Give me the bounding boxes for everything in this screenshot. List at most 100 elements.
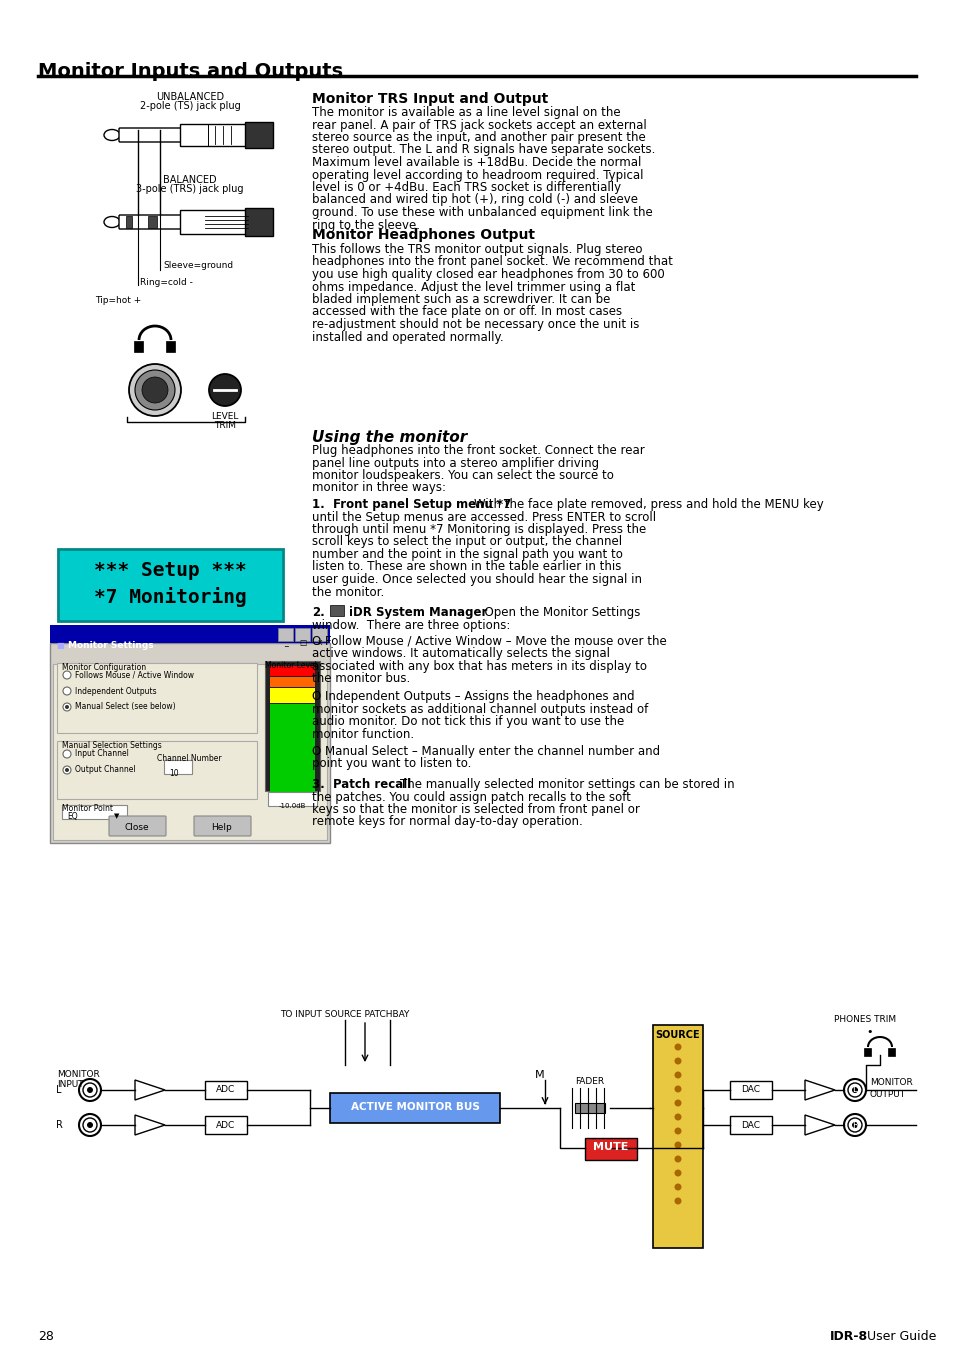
Text: L: L [56, 1085, 61, 1096]
Text: operating level according to headroom required. Typical: operating level according to headroom re… [312, 169, 643, 181]
Circle shape [63, 671, 71, 680]
Text: scroll keys to select the input or output, the channel: scroll keys to select the input or outpu… [312, 535, 621, 549]
Text: the monitor.: the monitor. [312, 585, 384, 598]
Text: Monitor Headphones Output: Monitor Headphones Output [312, 228, 535, 242]
Circle shape [674, 1058, 680, 1065]
Text: ACTIVE MONITOR BUS: ACTIVE MONITOR BUS [350, 1102, 479, 1112]
Text: *7 Monitoring: *7 Monitoring [93, 586, 246, 607]
Text: L: L [852, 1085, 857, 1094]
Text: through until menu *7 Monitoring is displayed. Press the: through until menu *7 Monitoring is disp… [312, 523, 645, 536]
Text: number and the point in the signal path you want to: number and the point in the signal path … [312, 549, 622, 561]
Polygon shape [804, 1079, 834, 1100]
Text: Output Channel: Output Channel [75, 766, 135, 774]
Bar [294, 628, 310, 640]
Text: This follows the TRS monitor output signals. Plug stereo: This follows the TRS monitor output sign… [312, 243, 641, 255]
Text: With the face plate removed, press and hold the MENU key: With the face plate removed, press and h… [474, 499, 822, 511]
Bar [575, 1102, 604, 1112]
Text: active windows. It automatically selects the signal: active windows. It automatically selects… [312, 647, 609, 661]
Text: IDR-8: IDR-8 [829, 1329, 867, 1343]
Bar [729, 1081, 771, 1098]
Bar [270, 677, 314, 688]
Text: ground. To use these with unbalanced equipment link the: ground. To use these with unbalanced equ… [312, 205, 652, 219]
FancyBboxPatch shape [109, 816, 166, 836]
Circle shape [63, 750, 71, 758]
Text: TRIM: TRIM [213, 422, 235, 430]
Circle shape [674, 1128, 680, 1135]
Circle shape [674, 1142, 680, 1148]
Text: OUTPUT: OUTPUT [869, 1090, 905, 1098]
Text: monitor sockets as additional channel outputs instead of: monitor sockets as additional channel ou… [312, 703, 648, 716]
Text: installed and operated normally.: installed and operated normally. [312, 331, 503, 343]
Bar [270, 666, 314, 676]
Circle shape [674, 1197, 680, 1205]
Text: UNBALANCED: UNBALANCED [155, 92, 224, 101]
Polygon shape [135, 1079, 165, 1100]
Text: Tip=hot +: Tip=hot + [95, 296, 141, 305]
Text: monitor function.: monitor function. [312, 727, 414, 740]
Text: balanced and wired tip hot (+), ring cold (-) and sleeve: balanced and wired tip hot (+), ring col… [312, 193, 638, 207]
Bar [887, 1048, 894, 1056]
Circle shape [83, 1084, 97, 1097]
Text: INPUT: INPUT [57, 1079, 84, 1089]
Text: _: _ [284, 638, 288, 647]
Bar [126, 216, 132, 228]
Text: 28: 28 [38, 1329, 53, 1343]
FancyBboxPatch shape [57, 663, 256, 734]
Text: PHONES TRIM: PHONES TRIM [833, 1015, 895, 1024]
Bar [50, 643, 330, 843]
Text: 1.  Front panel Setup menu *7: 1. Front panel Setup menu *7 [312, 499, 511, 511]
Circle shape [674, 1085, 680, 1093]
Text: O Follow Mouse / Active Window – Move the mouse over the: O Follow Mouse / Active Window – Move th… [312, 635, 666, 648]
Text: Using the monitor: Using the monitor [312, 430, 467, 444]
Text: accessed with the face plate on or off. In most cases: accessed with the face plate on or off. … [312, 305, 621, 319]
Circle shape [674, 1100, 680, 1106]
Text: 3.  Patch recall: 3. Patch recall [312, 778, 411, 790]
Circle shape [674, 1155, 680, 1162]
Bar [270, 704, 314, 798]
Text: Help: Help [212, 823, 233, 831]
Circle shape [87, 1088, 92, 1093]
Circle shape [674, 1113, 680, 1120]
Text: Manual Select (see below): Manual Select (see below) [75, 703, 175, 712]
Text: DAC: DAC [740, 1120, 760, 1129]
Circle shape [63, 688, 71, 694]
Text: bladed implement such as a screwdriver. It can be: bladed implement such as a screwdriver. … [312, 293, 610, 305]
Text: iDR System Manager: iDR System Manager [349, 607, 487, 619]
Text: level is 0 or +4dBu. Each TRS socket is differentially: level is 0 or +4dBu. Each TRS socket is … [312, 181, 620, 195]
FancyBboxPatch shape [193, 816, 251, 836]
Text: ADC: ADC [216, 1085, 235, 1094]
Circle shape [674, 1170, 680, 1177]
Text: R: R [851, 1120, 858, 1129]
Text: remote keys for normal day-to-day operation.: remote keys for normal day-to-day operat… [312, 816, 582, 828]
Text: audio monitor. Do not tick this if you want to use the: audio monitor. Do not tick this if you w… [312, 715, 623, 728]
Bar [164, 761, 192, 774]
Text: ADC: ADC [216, 1120, 235, 1129]
Text: ■: ■ [56, 640, 64, 650]
Text: User Guide: User Guide [862, 1329, 936, 1343]
Text: until the Setup menus are accessed. Press ENTER to scroll: until the Setup menus are accessed. Pres… [312, 511, 656, 523]
Text: ▼: ▼ [114, 813, 119, 819]
Bar [148, 216, 157, 228]
Bar [652, 1025, 702, 1248]
FancyBboxPatch shape [57, 740, 256, 798]
Text: DAC: DAC [740, 1085, 760, 1094]
Text: Monitor Inputs and Outputs: Monitor Inputs and Outputs [38, 62, 343, 81]
Circle shape [79, 1079, 101, 1101]
Text: monitor loudspeakers. You can select the source to: monitor loudspeakers. You can select the… [312, 469, 613, 482]
Text: monitor in three ways:: monitor in three ways: [312, 481, 446, 494]
Text: The monitor is available as a line level signal on the: The monitor is available as a line level… [312, 105, 620, 119]
Bar [584, 1138, 637, 1159]
Text: user guide. Once selected you should hear the signal in: user guide. Once selected you should hea… [312, 573, 641, 586]
Bar [312, 628, 327, 640]
Text: Monitor Settings: Monitor Settings [68, 640, 153, 650]
Text: stereo output. The L and R signals have separate sockets.: stereo output. The L and R signals have … [312, 143, 655, 157]
Circle shape [65, 767, 69, 771]
Text: Follows Mouse / Active Window: Follows Mouse / Active Window [75, 670, 193, 680]
Text: Monitor Level: Monitor Level [265, 661, 316, 670]
Text: O Independent Outputs – Assigns the headphones and: O Independent Outputs – Assigns the head… [312, 690, 634, 703]
Text: MONITOR: MONITOR [869, 1078, 912, 1088]
Text: MONITOR: MONITOR [57, 1070, 100, 1079]
Text: Sleeve=ground: Sleeve=ground [163, 261, 233, 270]
Text: x: x [317, 638, 322, 647]
Text: TO INPUT SOURCE PATCHBAY: TO INPUT SOURCE PATCHBAY [280, 1011, 409, 1019]
